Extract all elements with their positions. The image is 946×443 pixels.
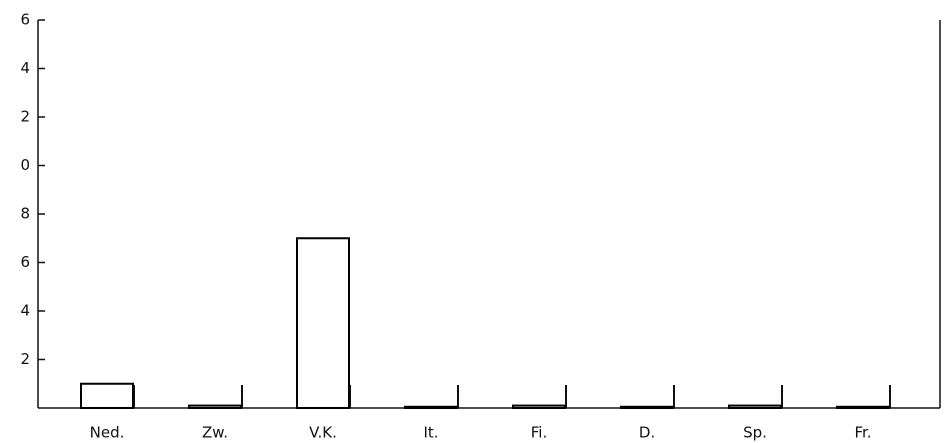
x-tick-label: Zw. [202,424,228,442]
y-tick-label: 0 [20,156,30,174]
bar [404,405,458,410]
y-tick-label: 4 [20,302,30,320]
bar [836,405,890,410]
y-tick-label: 8 [20,205,30,223]
bar [728,404,782,410]
x-tick-label: D. [639,424,655,442]
x-tick-label: Ned. [90,424,125,442]
y-tick-label: 2 [20,350,30,368]
bar [512,404,566,410]
x-tick-label: Fr. [854,424,871,442]
bar [620,405,674,410]
y-tick-label: 6 [20,253,30,271]
bar [188,404,242,410]
bar [296,237,350,409]
bar [80,382,134,409]
y-tick-label: 2 [20,108,30,126]
y-tick-label: 6 [20,11,30,29]
x-tick-label: Fi. [531,424,547,442]
y-tick-label: 4 [20,59,30,77]
x-tick-label: V.K. [309,424,337,442]
x-tick-label: It. [423,424,438,442]
x-tick-label: Sp. [743,424,767,442]
